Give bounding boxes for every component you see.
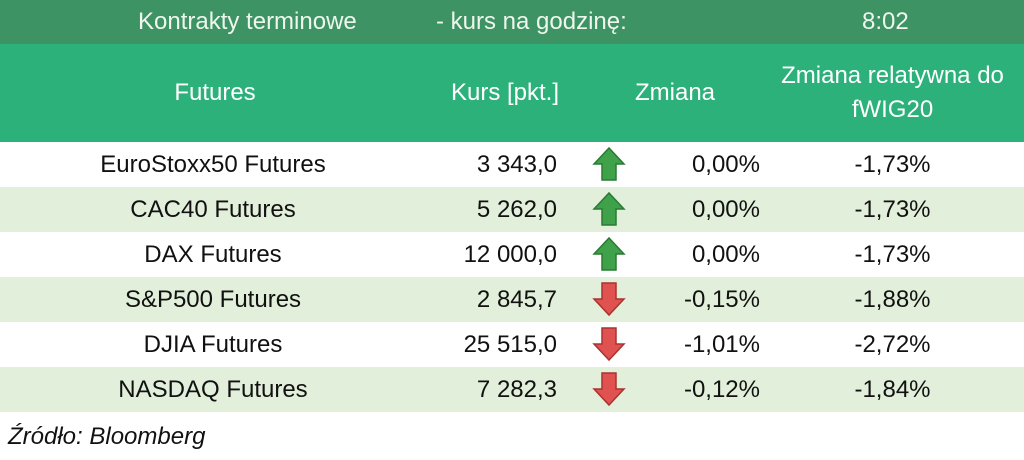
row-bg: [0, 322, 1024, 367]
column-header: Zmiana relatywna do fWIG20: [781, 62, 1004, 123]
price: 25 515,0: [463, 331, 557, 358]
row-bg: [0, 187, 1024, 232]
future-name: CAC40 Futures: [130, 196, 296, 223]
row-bg: [0, 232, 1024, 277]
subtitle: - kurs na godzinę:: [436, 8, 627, 35]
future-name: DJIA Futures: [143, 331, 283, 358]
arrow-shape: [592, 372, 626, 407]
price: 2 845,7: [476, 286, 557, 313]
future-name: NASDAQ Futures: [118, 376, 308, 403]
arrow-down: [592, 372, 626, 407]
future-name: EuroStoxx50 Futures: [100, 151, 326, 178]
price: 5 262,0: [476, 196, 557, 223]
change: -0,15%: [683, 286, 760, 313]
arrow-down: [592, 327, 626, 362]
relative-change: -1,73%: [854, 151, 931, 178]
arrow-shape: [592, 191, 626, 226]
relative-change: -1,73%: [854, 241, 931, 268]
row-bg: [0, 367, 1024, 412]
arrow-down: [592, 282, 626, 317]
price: 12 000,0: [463, 241, 557, 268]
relative-change: -2,72%: [854, 331, 931, 358]
change: -0,12%: [683, 376, 760, 403]
price: 7 282,3: [476, 376, 557, 403]
arrow-up: [592, 146, 626, 181]
header-bar: [0, 44, 1024, 142]
relative-change: -1,84%: [854, 376, 931, 403]
arrow-shape: [592, 327, 626, 362]
source: Źródło: Bloomberg: [8, 423, 206, 450]
price: 3 343,0: [476, 151, 557, 178]
relative-change: -1,88%: [854, 286, 931, 313]
column-header: Kurs [pkt.]: [450, 79, 560, 106]
change: -1,01%: [683, 331, 760, 358]
change: 0,00%: [691, 196, 760, 223]
title: Kontrakty terminowe: [138, 8, 357, 35]
title-bar: [0, 0, 1024, 44]
arrow-up: [592, 191, 626, 226]
change: 0,00%: [691, 241, 760, 268]
row-bg: [0, 277, 1024, 322]
future-name: DAX Futures: [144, 241, 282, 268]
arrow-shape: [592, 282, 626, 317]
arrow-shape: [592, 236, 626, 271]
arrow-up: [592, 236, 626, 271]
column-header: Futures: [174, 79, 256, 106]
time: 8:02: [862, 8, 909, 35]
row-bg: [0, 142, 1024, 187]
future-name: S&P500 Futures: [124, 286, 302, 313]
column-header: Zmiana: [634, 79, 716, 106]
change: 0,00%: [691, 151, 760, 178]
arrow-shape: [592, 146, 626, 181]
relative-change: -1,73%: [854, 196, 931, 223]
